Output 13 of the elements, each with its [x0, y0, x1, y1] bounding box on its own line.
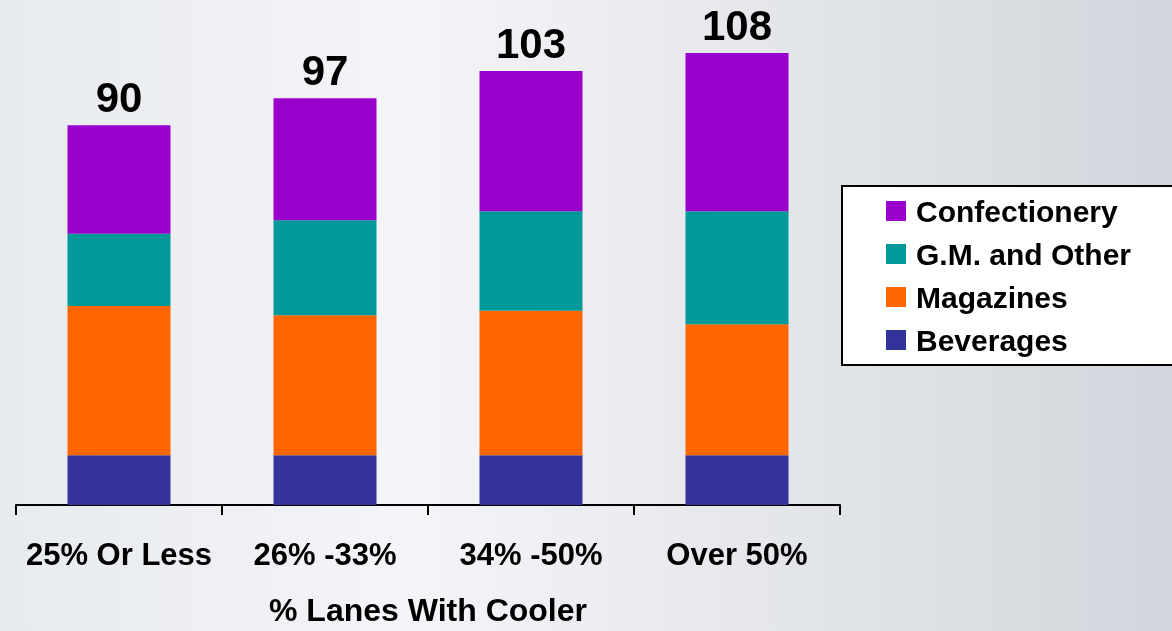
annotation: 90 — [95, 73, 143, 121]
x-axis-title: % Lanes With Cooler — [269, 592, 587, 628]
x-tick-label: 26% -33% — [253, 537, 397, 572]
legend-label: Confectionery — [916, 194, 1119, 228]
annotation: 97 — [301, 46, 349, 94]
legend-label: G.M. and Other — [916, 237, 1132, 271]
x-tick-label: 34% -50% — [459, 537, 603, 572]
x-tick-label: 25% Or Less — [25, 537, 213, 572]
annotation: 103 — [495, 19, 567, 67]
annotation: 108 — [701, 1, 773, 49]
x-tick-label: Over 50% — [666, 537, 808, 572]
legend-label: Magazines — [916, 280, 1068, 314]
legend-label: Beverages — [916, 323, 1068, 357]
